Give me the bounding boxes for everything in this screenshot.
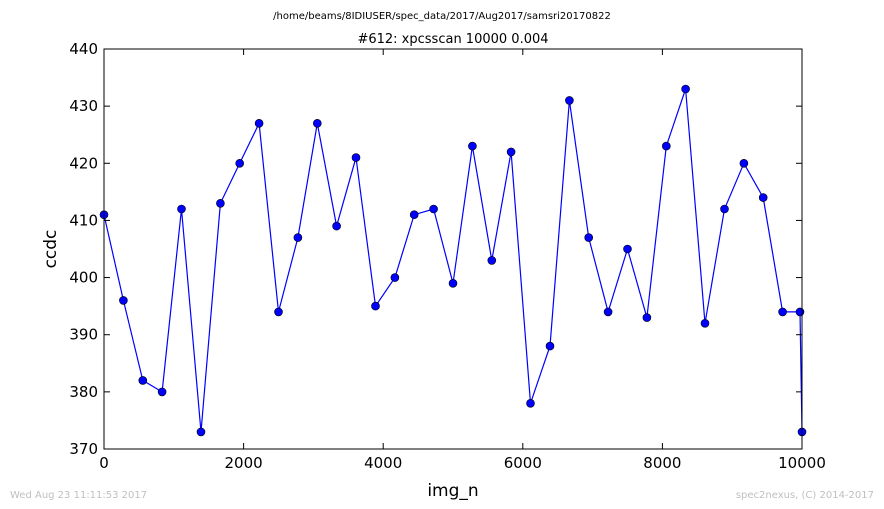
axes: 0 2000 4000 6000 8000 10000 370 380 390 400 410 420… bbox=[69, 40, 826, 472]
series-line bbox=[103, 88, 803, 432]
y-tick-label: 420 bbox=[69, 154, 98, 172]
y-tick-label: 400 bbox=[69, 269, 98, 287]
data-point bbox=[235, 159, 244, 168]
data-point bbox=[681, 84, 690, 94]
data-point bbox=[526, 398, 535, 408]
chart-suptitle: /home/beams/8IDIUSER/spec_data/2017/Aug2… bbox=[273, 11, 611, 22]
data-point bbox=[351, 153, 361, 162]
data-point bbox=[623, 244, 632, 254]
data-point bbox=[196, 427, 206, 437]
x-tick-label: 6000 bbox=[504, 454, 542, 472]
y-tick-label: 370 bbox=[69, 440, 98, 458]
data-point bbox=[642, 313, 652, 322]
footer-timestamp: Wed Aug 23 11:11:53 2017 bbox=[10, 490, 148, 501]
data-point bbox=[332, 221, 341, 231]
x-tick-label: 0 bbox=[99, 454, 109, 472]
footer-credit: spec2nexus, (C) 2014-2017 bbox=[735, 490, 874, 501]
chart-title: #612: xpcsscan 10000 0.004 bbox=[357, 32, 548, 47]
data-point bbox=[720, 204, 729, 214]
x-axis-label: img_n bbox=[427, 481, 478, 501]
data-point bbox=[448, 278, 458, 288]
y-tick-label: 390 bbox=[69, 326, 98, 344]
data-point bbox=[545, 341, 555, 351]
data-point bbox=[603, 307, 613, 317]
data-point bbox=[795, 307, 805, 317]
data-point bbox=[758, 193, 768, 202]
x-tick-label: 2000 bbox=[225, 454, 263, 472]
data-point bbox=[312, 119, 322, 128]
data-point bbox=[584, 233, 594, 242]
data-point bbox=[487, 256, 497, 265]
data-point bbox=[138, 376, 148, 385]
data-point bbox=[506, 147, 516, 157]
data-point bbox=[739, 159, 749, 168]
data-point bbox=[409, 210, 419, 219]
data-point bbox=[119, 296, 128, 305]
data-point bbox=[429, 204, 438, 214]
data-point bbox=[565, 96, 574, 105]
data-point bbox=[177, 204, 186, 214]
data-point bbox=[254, 119, 264, 128]
plot-frame bbox=[103, 48, 803, 450]
x-tick-label: 4000 bbox=[364, 454, 402, 472]
data-point bbox=[157, 387, 167, 397]
data-point bbox=[216, 199, 225, 208]
y-tick-label: 430 bbox=[69, 97, 98, 115]
x-tick-label: 8000 bbox=[643, 454, 681, 472]
data-point bbox=[468, 141, 477, 151]
x-tick-label: 10000 bbox=[778, 454, 826, 472]
y-tick-label: 380 bbox=[69, 383, 98, 401]
data-point bbox=[274, 307, 283, 317]
y-tick-label: 440 bbox=[69, 40, 98, 58]
data-point bbox=[700, 318, 710, 328]
plot-area bbox=[99, 84, 807, 437]
data-point bbox=[371, 301, 380, 311]
y-tick-label: 410 bbox=[69, 211, 98, 229]
data-point bbox=[293, 233, 303, 242]
data-point bbox=[390, 273, 400, 282]
data-point bbox=[778, 307, 787, 317]
y-axis-label: ccdc bbox=[41, 230, 61, 269]
data-point bbox=[661, 141, 671, 151]
